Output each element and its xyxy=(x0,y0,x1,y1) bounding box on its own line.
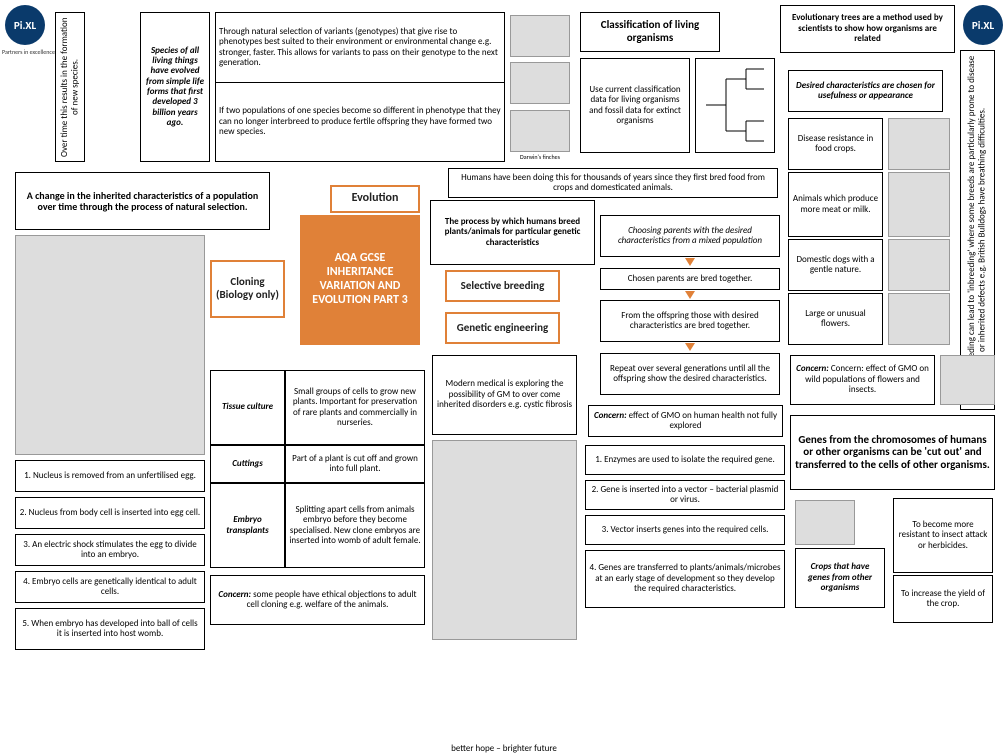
clone-step-4: 4. Embryo cells are genetically identica… xyxy=(15,571,205,603)
modern-medical-box: Modern medical is exploring the possibil… xyxy=(432,355,577,435)
arrow-1 xyxy=(685,258,695,266)
choosing-parents-box: Choosing parents with the desired charac… xyxy=(600,215,780,257)
concern-clone-box: Concern: some people have ethical object… xyxy=(210,575,425,625)
embryo-label: Embryo transplants xyxy=(210,483,285,568)
repeat-box: Repeat over several generations until al… xyxy=(600,353,780,395)
vert-new-species: Over time this results in the formation … xyxy=(55,12,85,162)
clone-step-5: 5. When embryo has developed into ball o… xyxy=(15,608,205,650)
bird-img xyxy=(510,62,570,104)
potatoes-img xyxy=(888,118,950,170)
offspring-box: From the offspring those with desired ch… xyxy=(600,300,780,342)
change-inherited-box: A change in the inherited characteristic… xyxy=(15,172,270,230)
ge-step-4: 4. Genes are transferred to plants/anima… xyxy=(585,550,785,608)
species-box: Species of all living things have evolve… xyxy=(140,12,210,162)
pixl-logo-right: Pi.XL xyxy=(963,5,1003,45)
increase-yield-box: To increase the yield of the crop. xyxy=(893,575,993,623)
pixl-logo-left: Pi.XL xyxy=(5,5,45,45)
clone-step-2: 2. Nucleus from body cell is inserted in… xyxy=(15,497,205,529)
sunflower-img xyxy=(888,293,950,345)
use-current-box: Use current classification data for livi… xyxy=(580,58,690,153)
genes-cut-box: Genes from the chromosomes of humans or … xyxy=(790,415,995,490)
genetic-engineering-box: Genetic engineering xyxy=(445,312,560,344)
evo-trees-box: Evolutionary trees are a method used by … xyxy=(780,5,955,53)
desired-box: Desired characteristics are chosen for u… xyxy=(788,70,943,112)
bulldog-img xyxy=(940,355,995,405)
two-populations-box: If two populations of one species become… xyxy=(215,82,505,162)
flowers-box: Large or unusual flowers. xyxy=(788,293,883,345)
ge-step-3: 3. Vector inserts genes into the require… xyxy=(585,515,785,545)
crops-img xyxy=(795,500,855,545)
become-resistant-box: To become more resistant to insect attac… xyxy=(893,498,993,573)
domestic-dogs-box: Domestic dogs with a gentle nature. xyxy=(788,239,883,291)
cloning-box: Cloning (Biology only) xyxy=(210,260,285,318)
ge-step-1: 1. Enzymes are used to isolate the requi… xyxy=(585,445,785,475)
arrow-3 xyxy=(685,343,695,351)
selective-breeding-box: Selective breeding xyxy=(445,270,560,302)
concern-wild-box: Concern: Concern: effect of GMO on wild … xyxy=(790,355,935,405)
animals-meat-box: Animals which produce more meat or milk. xyxy=(788,172,883,237)
cuttings-label: Cuttings xyxy=(210,445,285,483)
dogs-img xyxy=(888,239,950,291)
darwin-caption: Darwin's finches xyxy=(510,153,570,161)
ge-diagram-img xyxy=(432,440,577,640)
embryo-desc: Splitting apart cells from animals embry… xyxy=(285,483,425,568)
footer-text: better hope – brighter future xyxy=(0,743,1008,754)
process-breed-box: The process by which humans breed plants… xyxy=(430,200,595,265)
pixl-logo-sub: Partners in excellence xyxy=(2,48,62,56)
chosen-bred-box: Chosen parents are bred together. xyxy=(600,268,780,290)
clone-step-3: 3. An electric shock stimulates the egg … xyxy=(15,534,205,566)
cows-img xyxy=(888,172,950,237)
arrow-2 xyxy=(685,291,695,299)
tissue-desc: Small groups of cells to grow new plants… xyxy=(285,370,425,445)
darwin-finches-img xyxy=(510,110,570,152)
humans-doing-box: Humans have been doing this for thousand… xyxy=(448,168,778,198)
classification-heading: Classification of living organisms xyxy=(580,12,720,52)
clone-step-1: 1. Nucleus is removed from an unfertilis… xyxy=(15,460,205,492)
center-title: AQA GCSE INHERITANCE VARIATION AND EVOLU… xyxy=(300,215,420,345)
natural-selection-box: Through natural selection of variants (g… xyxy=(215,12,505,82)
ge-step-2: 2. Gene is inserted into a vector – bact… xyxy=(585,480,785,510)
crops-genes-box: Crops that have genes from other organis… xyxy=(795,548,885,608)
cloning-diagram-img xyxy=(15,235,205,455)
evolution-box: Evolution xyxy=(330,185,420,213)
animals-running-img xyxy=(510,15,570,57)
concern-gmo-box: Concern: effect of GMO on human health n… xyxy=(588,405,783,437)
cuttings-desc: Part of a plant is cut off and grown int… xyxy=(285,445,425,483)
disease-box: Disease resistance in food crops. xyxy=(788,118,883,170)
evo-tree-diagram xyxy=(695,58,775,153)
tissue-label: Tissue culture xyxy=(210,370,285,445)
